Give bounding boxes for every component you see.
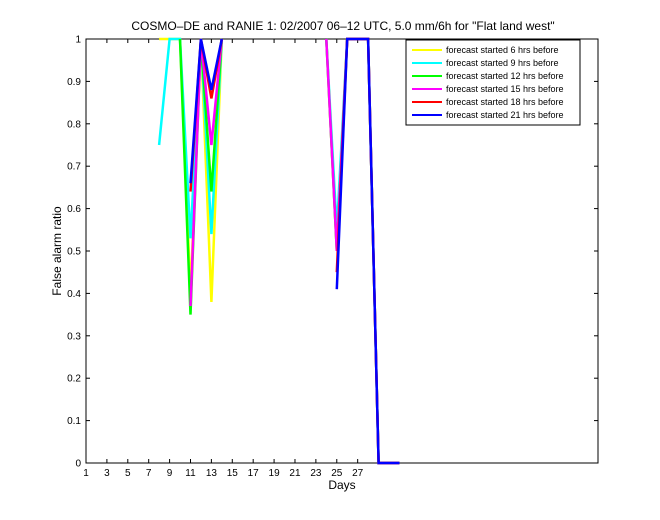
x-tick-label: 3 xyxy=(104,468,110,479)
x-tick-label: 11 xyxy=(185,468,196,479)
x-tick-label: 23 xyxy=(310,468,322,479)
legend: forecast started 6 hrs before forecast st… xyxy=(405,39,581,126)
x-axis-label: Days xyxy=(328,478,355,492)
x-tick-label: 27 xyxy=(352,468,364,479)
x-axis: 1 3 5 7 9 11 13 15 17 19 21 23 25 27 xyxy=(83,39,364,479)
y-axis-label: False alarm ratio xyxy=(50,206,64,296)
x-tick-label: 5 xyxy=(125,468,131,479)
y-tick-label: 0.2 xyxy=(67,374,81,385)
legend-label: forecast started 18 hrs before xyxy=(446,97,564,107)
y-axis: 0 0.1 0.2 0.3 0.4 0.5 0.6 0.7 0.8 0.9 1 xyxy=(67,35,598,470)
legend-label: forecast started 9 hrs before xyxy=(446,58,559,68)
y-tick-label: 0.5 xyxy=(67,247,81,258)
legend-label: forecast started 21 hrs before xyxy=(446,110,564,120)
legend-box xyxy=(405,39,581,126)
x-tick-label: 25 xyxy=(331,468,343,479)
x-tick-label: 21 xyxy=(289,468,301,479)
y-tick-label: 0.8 xyxy=(67,119,81,130)
legend-label: forecast started 6 hrs before xyxy=(446,45,559,55)
series-line-6 xyxy=(189,37,400,465)
y-tick-label: 0.3 xyxy=(67,331,81,342)
y-tick-label: 0.7 xyxy=(67,162,81,173)
x-tick-label: 17 xyxy=(248,468,260,479)
chart-title: COSMO–DE and RANIE 1: 02/2007 06–12 UTC,… xyxy=(131,19,554,33)
y-tick-label: 1 xyxy=(75,35,81,46)
series-layer xyxy=(157,37,400,465)
y-tick-label: 0.6 xyxy=(67,204,81,215)
x-tick-label: 15 xyxy=(227,468,239,479)
y-tick-label: 0 xyxy=(75,459,81,470)
legend-label: forecast started 15 hrs before xyxy=(446,84,564,94)
x-tick-label: 7 xyxy=(146,468,152,479)
x-tick-label: 19 xyxy=(269,468,281,479)
x-tick-label: 9 xyxy=(167,468,173,479)
y-tick-label: 0.4 xyxy=(67,289,81,300)
legend-label: forecast started 12 hrs before xyxy=(446,71,564,81)
x-tick-label: 1 xyxy=(83,468,89,479)
x-tick-label: 13 xyxy=(206,468,218,479)
y-tick-label: 0.9 xyxy=(67,77,81,88)
y-tick-label: 0.1 xyxy=(67,416,81,427)
